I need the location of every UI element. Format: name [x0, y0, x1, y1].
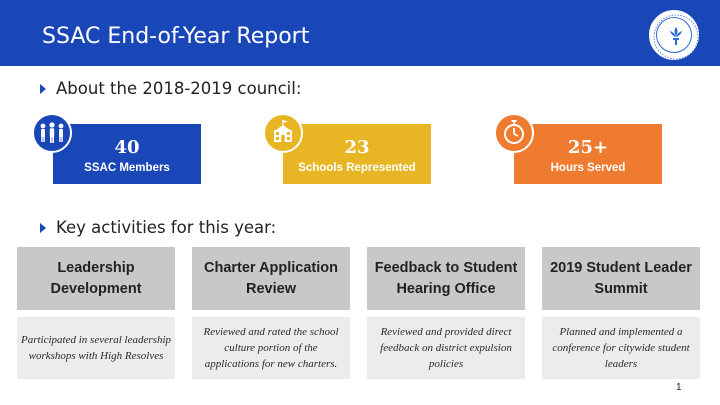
activity-title: 2019 Student Leader Summit	[542, 247, 700, 310]
bullet-about: About the 2018-2019 council:	[40, 79, 301, 98]
activity-description: Participated in several leadership works…	[17, 317, 175, 379]
bullet-activities-text: Key activities for this year:	[56, 218, 277, 237]
bullet-about-text: About the 2018-2019 council:	[56, 79, 302, 98]
stat-label: Schools Represented	[298, 162, 416, 174]
people-icon	[32, 113, 72, 153]
bullet-arrow-icon	[40, 222, 46, 233]
stat-value: 40	[114, 137, 140, 158]
stat-label: SSAC Members	[84, 162, 170, 174]
stat-value: 25+	[567, 137, 609, 158]
activity-title: Feedback to Student Hearing Office	[367, 247, 525, 310]
school-building-icon	[263, 113, 303, 153]
stopwatch-icon	[494, 113, 534, 153]
stat-card-members: 40 SSAC Members	[53, 124, 201, 184]
activity-description: Reviewed and provided direct feedback on…	[367, 317, 525, 379]
stat-card-hours: 25+ Hours Served	[514, 124, 662, 184]
header-bar: SSAC End-of-Year Report	[0, 0, 720, 66]
activity-title: Leadership Development	[17, 247, 175, 310]
page-number: 1	[676, 382, 682, 393]
activity-description: Reviewed and rated the school culture po…	[192, 317, 350, 379]
stat-label: Hours Served	[550, 162, 626, 174]
page-title: SSAC End-of-Year Report	[42, 24, 310, 49]
bullet-arrow-icon	[40, 83, 46, 94]
activity-title: Charter Application Review	[192, 247, 350, 310]
stat-card-schools: 23 Schools Represented	[283, 124, 431, 184]
school-board-seal-logo	[647, 8, 701, 62]
activity-description: Planned and implemented a conference for…	[542, 317, 700, 379]
stat-value: 23	[344, 137, 370, 158]
bullet-activities: Key activities for this year:	[40, 218, 276, 237]
